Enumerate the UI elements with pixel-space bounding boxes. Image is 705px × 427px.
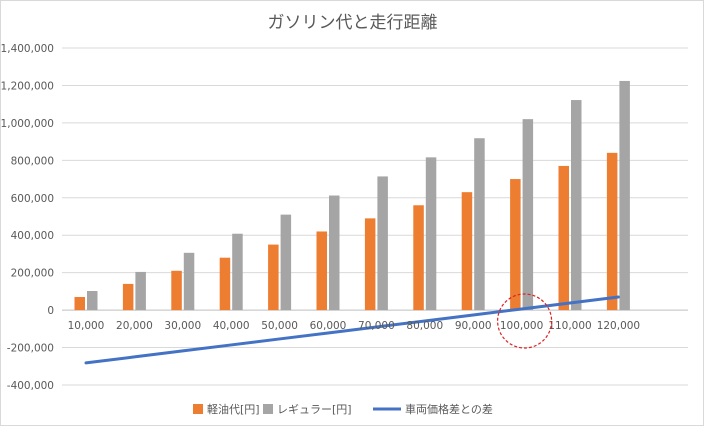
x-tick-label: 100,000 — [500, 320, 543, 332]
y-tick-label: -200,000 — [7, 343, 54, 355]
bar-diesel — [606, 152, 618, 311]
annotation-dashed-circle — [496, 293, 553, 349]
x-tick-label: 20,000 — [116, 320, 153, 332]
y-tick-label: 1,400,000 — [1, 43, 54, 55]
bar-diesel — [219, 257, 231, 311]
bar-regular — [619, 80, 630, 311]
x-tick-label: 60,000 — [310, 320, 347, 332]
bar-regular — [377, 176, 388, 311]
legend-label: 軽油代[円] — [207, 402, 260, 416]
bar-diesel — [461, 192, 473, 311]
y-tick-label: 200,000 — [11, 268, 54, 280]
bar-diesel — [413, 205, 424, 311]
gridlines — [62, 47, 688, 386]
bar-regular — [280, 214, 292, 311]
y-tick-label: 1,200,000 — [1, 80, 54, 92]
bar-regular — [135, 271, 146, 311]
legend: 軽油代[円] レギュラー[円] 車両価格差との差 — [193, 402, 493, 416]
bar-regular — [87, 291, 98, 311]
bar-diesel — [268, 244, 279, 311]
y-axis-labels: -400,000 -200,000 0 200,000 400,000 600,000 80… — [1, 43, 54, 392]
bar-regular — [522, 119, 534, 311]
y-tick-label: 1,000,000 — [1, 118, 54, 130]
x-tick-label: 70,000 — [358, 320, 395, 332]
x-tick-label: 50,000 — [261, 320, 298, 332]
bar-diesel — [510, 179, 521, 311]
bar-regular — [571, 100, 582, 311]
annotations — [496, 293, 553, 349]
x-tick-label: 80,000 — [406, 320, 443, 332]
bar-diesel — [558, 165, 569, 311]
y-tick-label: 0 — [47, 305, 54, 317]
x-tick-label: 90,000 — [455, 320, 492, 332]
bar-regular — [232, 233, 243, 311]
bar-diesel — [171, 270, 182, 311]
bar-regular — [183, 252, 195, 311]
legend-label: レギュラー[円] — [277, 403, 352, 416]
x-tick-label: 10,000 — [68, 320, 105, 332]
legend-label: 車両価格差との差 — [405, 402, 493, 416]
bar-diesel — [364, 218, 376, 311]
legend-swatch — [263, 404, 273, 414]
bar-diesel — [74, 297, 85, 311]
line-series — [84, 295, 620, 365]
x-tick-label: 120,000 — [597, 320, 640, 332]
chart-title: ガソリン代と走行距離 — [267, 13, 438, 33]
bar-regular — [425, 157, 437, 311]
x-axis-labels: 10,000 20,000 30,000 40,000 50,000 60,000 70,0… — [68, 320, 640, 332]
bar-regular — [474, 138, 485, 311]
x-tick-label: 30,000 — [164, 320, 201, 332]
legend-swatch — [193, 404, 203, 414]
y-tick-label: 600,000 — [11, 193, 54, 205]
bar-diesel — [122, 283, 134, 311]
y-tick-label: 400,000 — [11, 230, 54, 242]
bar-regular — [329, 195, 340, 311]
y-tick-label: -400,000 — [7, 380, 54, 392]
y-tick-label: 800,000 — [11, 155, 54, 167]
bar-diesel — [316, 231, 327, 311]
line-vehicle-price-difference — [84, 295, 620, 365]
x-tick-label: 40,000 — [213, 320, 250, 332]
x-tick-label: 110,000 — [548, 320, 591, 332]
bars — [74, 80, 630, 311]
